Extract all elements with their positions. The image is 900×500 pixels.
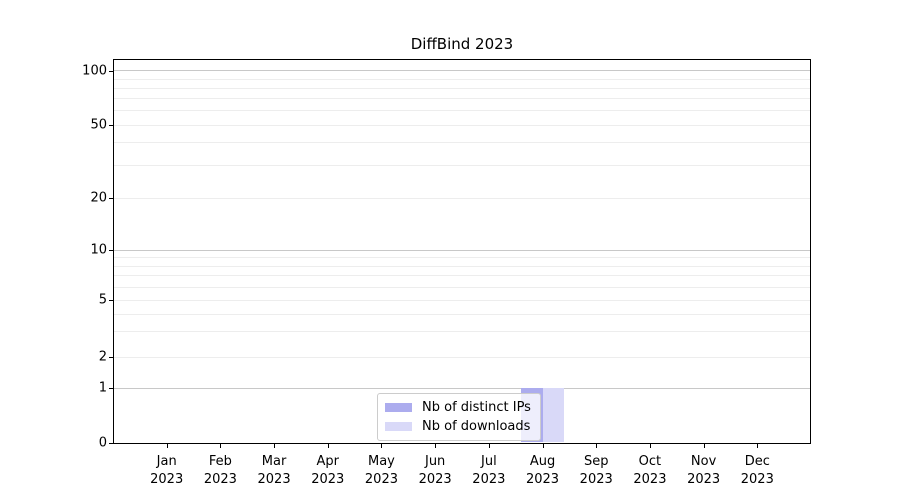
gridline-minor [114,331,810,333]
x-axis-tick [542,444,544,448]
x-axis-tick [488,444,490,448]
gridline-minor [114,257,810,259]
legend-label-downloads: Nb of downloads [422,419,531,434]
x-axis-tick-label: Aug 2023 [525,454,560,487]
gridline-minor [114,299,810,301]
x-axis-tick [435,444,437,448]
legend-item-downloads: Nb of downloads [385,419,531,434]
y-axis-tick [109,70,113,72]
y-axis-tick-label: 2 [98,349,107,365]
gridline-minor [114,142,810,144]
x-axis-tick-label: Jul 2023 [472,454,506,487]
gridline-minor [114,78,810,80]
legend-item-distinct-ips: Nb of distinct IPs [385,400,531,415]
chart-title: DiffBind 2023 [410,35,514,53]
x-axis-tick [220,444,222,448]
x-axis-tick-label: Sep 2023 [579,454,613,487]
y-axis-tick [109,300,113,301]
x-axis-tick [274,444,276,448]
x-axis-tick-label: Feb 2023 [203,454,237,487]
x-axis-tick [596,444,598,448]
y-axis-tick-label: 1 [98,380,107,396]
gridline-minor [114,165,810,167]
y-axis-tick [109,388,113,390]
x-axis-tick-label: Mar 2023 [257,454,291,487]
x-axis-tick [166,444,168,448]
gridline-minor [114,356,810,358]
x-axis-tick-label: Dec 2023 [740,454,774,487]
x-axis-tick [703,444,705,448]
y-axis-tick-label: 100 [82,63,107,79]
y-axis-tick [109,443,113,445]
x-axis-tick-label: May 2023 [364,454,398,487]
gridline-major [114,249,810,251]
gridline-minor [114,110,810,112]
gridline-minor [114,265,810,267]
y-axis-tick-label: 10 [90,242,107,258]
gridline-minor [114,275,810,277]
y-axis-tick-label: 20 [90,190,107,206]
gridline-minor [114,124,810,126]
y-axis-tick-label: 5 [98,292,107,308]
y-axis-tick [109,198,113,199]
gridline-minor [114,197,810,199]
x-axis-tick [649,444,651,448]
gridline-minor [114,313,810,315]
y-axis-tick [109,125,113,126]
x-axis-tick-label: Jan 2023 [150,454,184,487]
y-axis-tick [109,250,113,251]
gridline-major [114,70,810,72]
x-axis-tick-label: Apr 2023 [311,454,345,487]
gridline-minor [114,286,810,288]
y-axis-tick [109,357,113,358]
x-axis-tick [327,444,329,448]
x-axis-tick [381,444,383,448]
y-axis-tick-label: 0 [98,435,107,451]
plot-area [113,59,811,444]
bar-aug-series1 [542,388,565,442]
x-axis-tick-label: Oct 2023 [633,454,667,487]
legend-swatch-downloads-icon [385,422,412,431]
y-axis-tick-label: 50 [90,117,107,133]
gridline-major [114,388,810,389]
x-axis-tick-label: Nov 2023 [687,454,721,487]
legend: Nb of distinct IPs Nb of downloads [377,393,541,441]
gridline-minor [114,98,810,100]
x-axis-tick [757,444,759,448]
legend-swatch-distinct-ips-icon [385,403,412,412]
legend-label-distinct-ips: Nb of distinct IPs [422,400,531,415]
gridline-minor [114,87,810,89]
x-axis-tick-label: Jun 2023 [418,454,452,487]
